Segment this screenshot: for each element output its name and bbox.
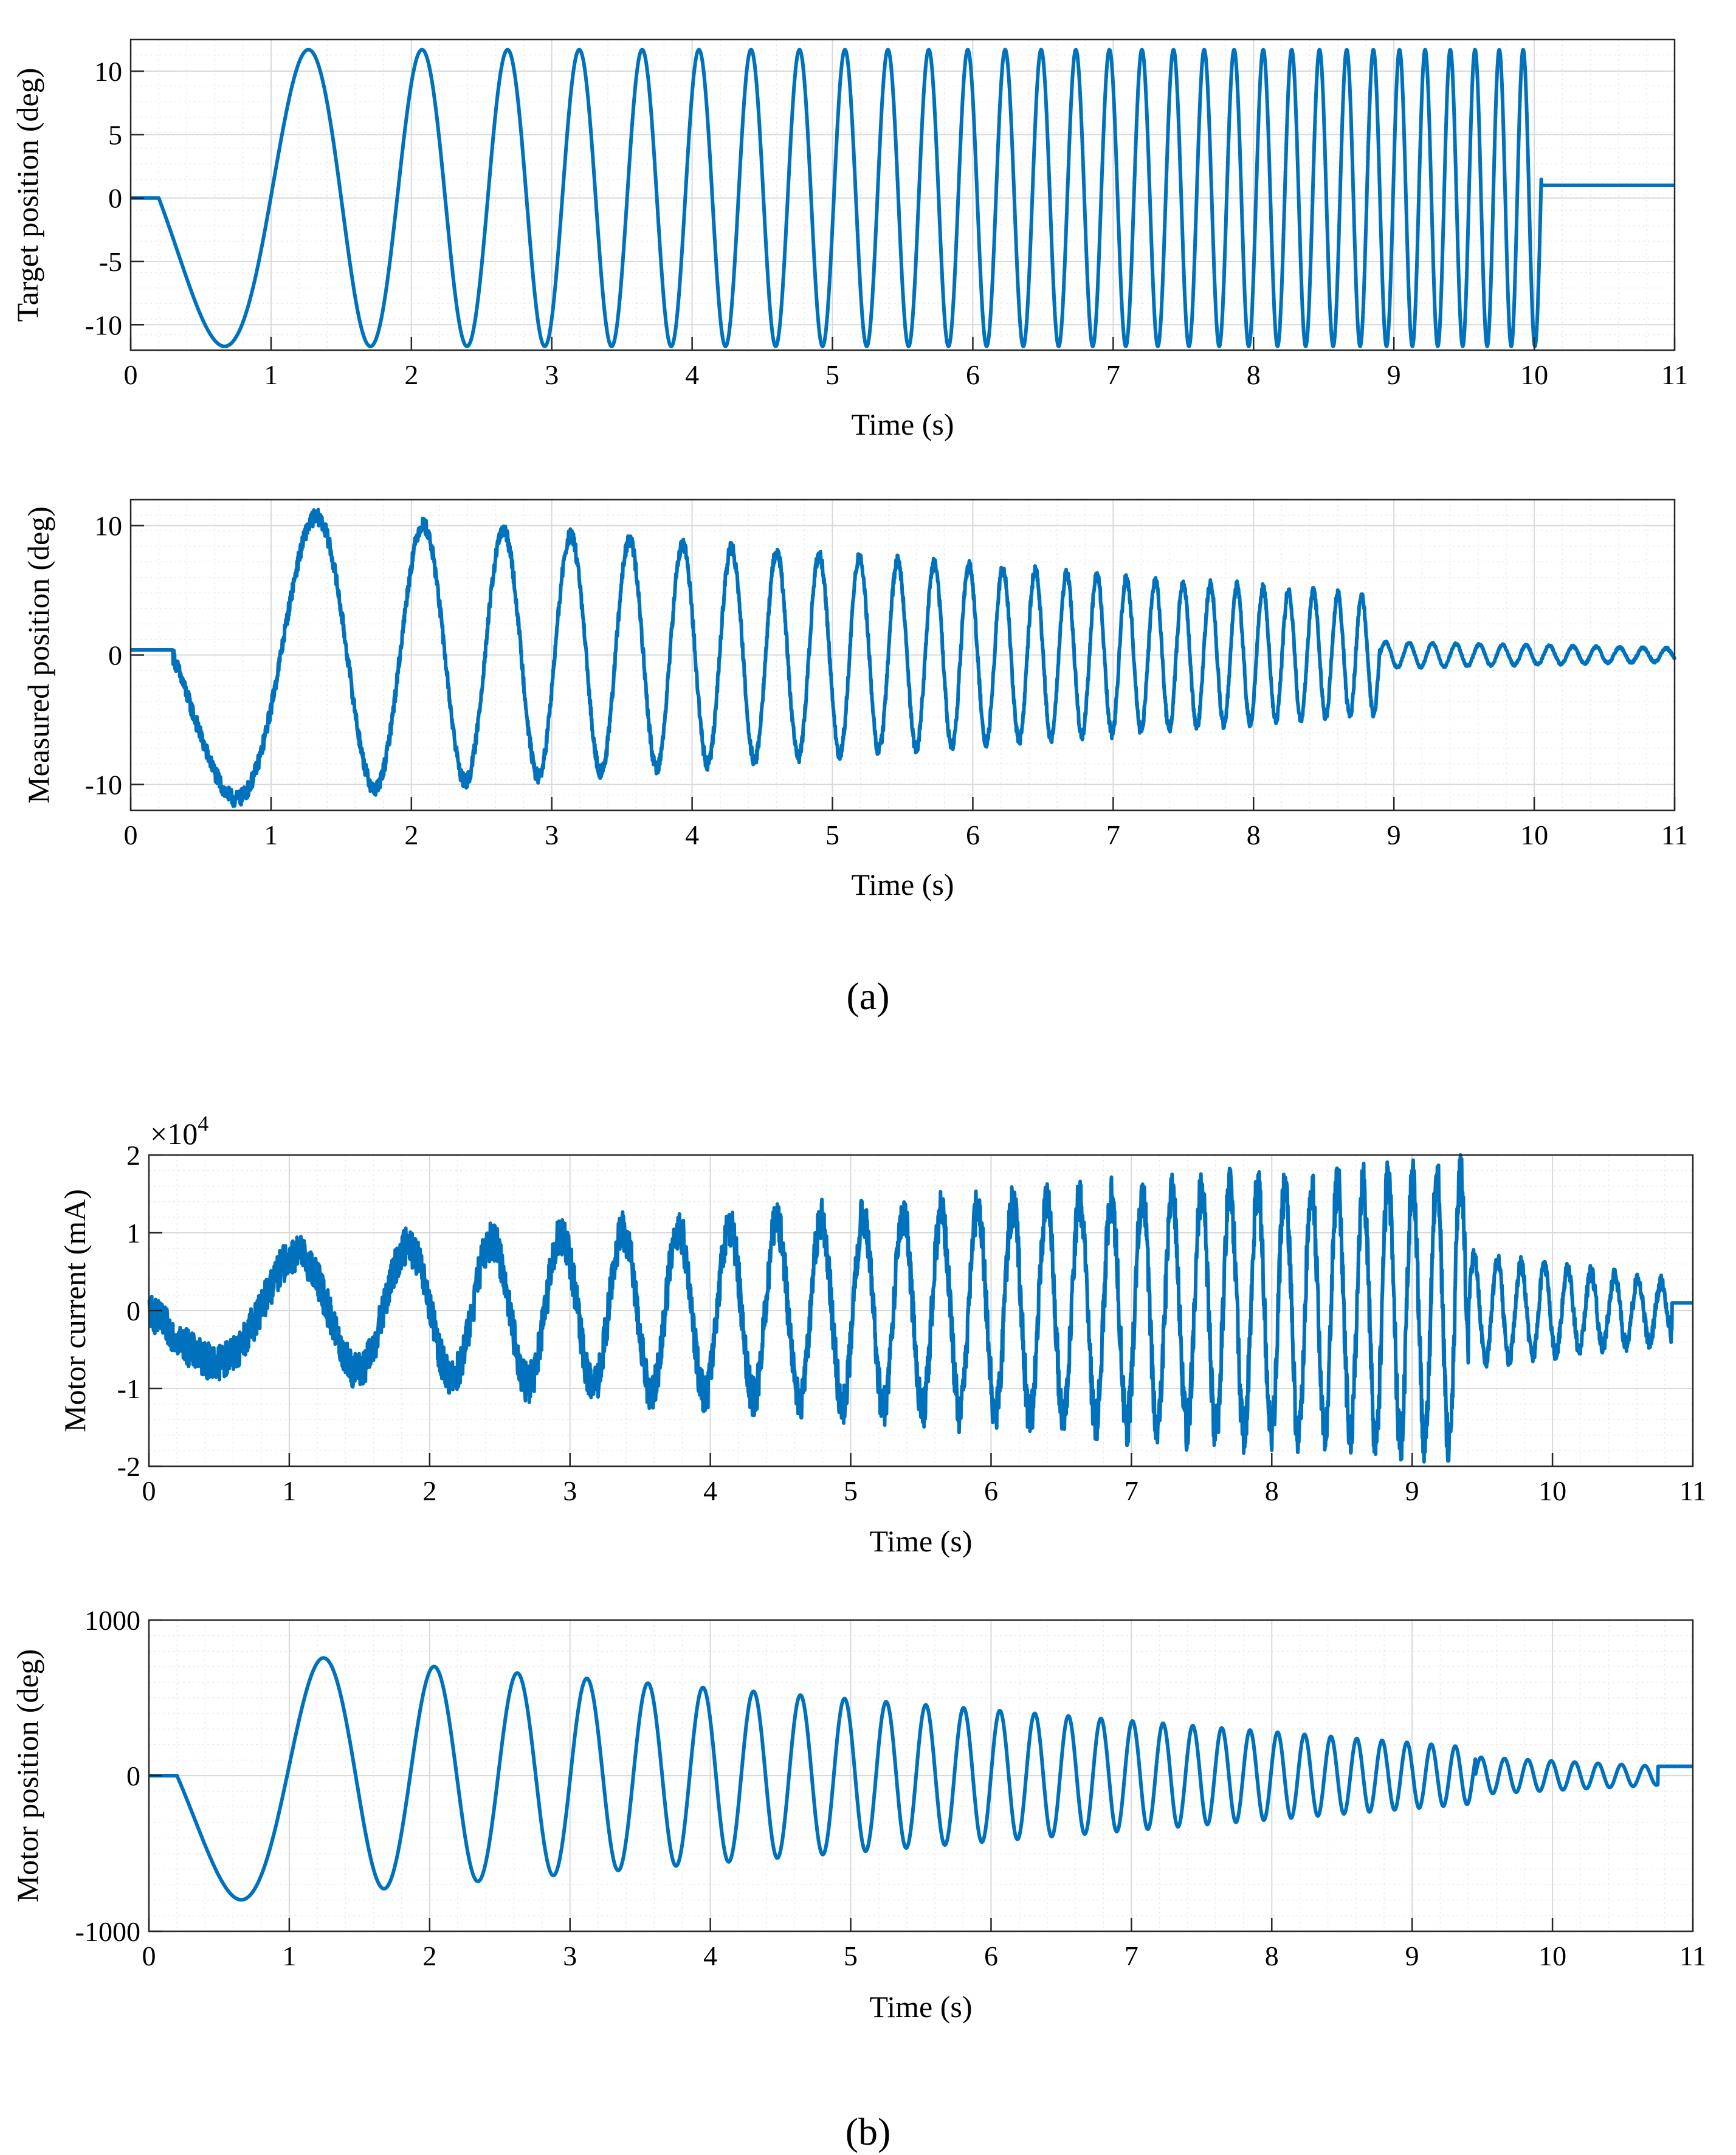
- y-tick-label: -2: [117, 1451, 140, 1482]
- x-tick-label: 7: [1125, 1475, 1138, 1506]
- x-tick-label: 0: [124, 819, 138, 850]
- y-tick-label: -10: [85, 769, 122, 800]
- y-tick-label: 0: [126, 1760, 140, 1791]
- x-tick-label: 4: [685, 359, 699, 390]
- x-tick-label: 0: [142, 1940, 156, 1971]
- x-tick-label: 10: [1538, 1475, 1566, 1506]
- x-tick-label: 7: [1125, 1940, 1138, 1971]
- x-tick-label: 11: [1679, 1475, 1706, 1506]
- x-tick-label: 3: [545, 819, 559, 850]
- x-tick-label: 6: [984, 1940, 998, 1971]
- y-tick-label: 0: [126, 1295, 140, 1326]
- x-tick-label: 9: [1387, 359, 1401, 390]
- x-tick-label: 0: [142, 1475, 156, 1506]
- x-axis-label: Time (s): [851, 407, 954, 441]
- series-line: [147, 1656, 1695, 1902]
- x-tick-label: 1: [282, 1940, 296, 1971]
- x-tick-label: 3: [563, 1475, 577, 1506]
- x-tick-label: 6: [984, 1475, 998, 1506]
- y-tick-label: 0: [108, 640, 122, 671]
- y-tick-label: 1: [126, 1218, 140, 1249]
- x-tick-label: 4: [703, 1940, 717, 1971]
- x-tick-label: 7: [1106, 819, 1120, 850]
- series-line: [129, 47, 1676, 348]
- x-tick-label: 5: [844, 1475, 858, 1506]
- x-tick-label: 1: [264, 359, 278, 390]
- y-axis-label: Measured position (deg): [21, 506, 55, 804]
- y-tick-label: -10: [85, 309, 122, 340]
- x-tick-label: 2: [404, 819, 418, 850]
- x-tick-label: 8: [1247, 819, 1261, 850]
- x-tick-label: 11: [1679, 1940, 1706, 1971]
- y-tick-label: 10: [94, 56, 122, 87]
- y-tick-label: 10: [94, 511, 122, 542]
- y-tick-label: 5: [108, 119, 122, 150]
- x-tick-label: 3: [545, 359, 559, 390]
- x-tick-label: 7: [1106, 359, 1120, 390]
- x-tick-label: 2: [422, 1475, 436, 1506]
- x-tick-label: 4: [703, 1475, 717, 1506]
- x-tick-label: 8: [1247, 359, 1261, 390]
- panel-label-b: (b): [846, 2110, 891, 2153]
- x-tick-label: 10: [1520, 819, 1548, 850]
- y-tick-label: 2: [126, 1140, 140, 1171]
- x-tick-label: 8: [1265, 1940, 1279, 1971]
- axes-box: [129, 38, 1676, 351]
- y-tick-label: 0: [108, 183, 122, 214]
- x-tick-label: 11: [1661, 819, 1688, 850]
- y-tick-label: -5: [99, 246, 122, 277]
- y-axis-label: Target position (deg): [10, 68, 44, 322]
- x-axis-label: Time (s): [869, 1990, 972, 2024]
- x-tick-label: 9: [1387, 819, 1401, 850]
- x-tick-label: 1: [264, 819, 278, 850]
- x-tick-label: 5: [825, 819, 839, 850]
- x-tick-label: 9: [1405, 1940, 1419, 1971]
- y-exponent-label: ×104: [150, 1111, 208, 1151]
- panel-label-a: (a): [846, 974, 889, 1018]
- y-tick-label: -1000: [75, 1916, 140, 1947]
- series-line: [147, 1153, 1695, 1464]
- x-tick-label: 3: [563, 1940, 577, 1971]
- x-tick-label: 0: [124, 359, 138, 390]
- series-line: [129, 508, 1676, 808]
- target-position-chart: 0 1 2 3 4 5 6 7 8 9 10 11 10 5 0 -5 -10 Time (s) Target po…: [10, 38, 1688, 441]
- x-tick-label: 9: [1405, 1475, 1419, 1506]
- x-tick-label: 5: [844, 1940, 858, 1971]
- x-tick-label: 6: [966, 819, 980, 850]
- y-tick-label: 1000: [84, 1605, 140, 1636]
- x-tick-label: 2: [422, 1940, 436, 1971]
- x-tick-label: 5: [825, 359, 839, 390]
- x-tick-label: 2: [404, 359, 418, 390]
- x-tick-label: 10: [1520, 359, 1548, 390]
- y-exponent-power: 4: [198, 1111, 208, 1136]
- y-axis-label: Motor position (deg): [10, 1649, 44, 1903]
- x-tick-label: 4: [685, 819, 699, 850]
- x-axis-label: Time (s): [869, 1524, 972, 1558]
- x-tick-label: 1: [282, 1475, 296, 1506]
- x-tick-label: 10: [1538, 1940, 1566, 1971]
- x-tick-label: 6: [966, 359, 980, 390]
- y-axis-label: Motor current (mA): [58, 1189, 92, 1432]
- y-tick-label: -1: [117, 1373, 140, 1404]
- x-tick-label: 11: [1661, 359, 1688, 390]
- x-axis-label: Time (s): [851, 867, 954, 902]
- x-tick-label: 8: [1265, 1475, 1279, 1506]
